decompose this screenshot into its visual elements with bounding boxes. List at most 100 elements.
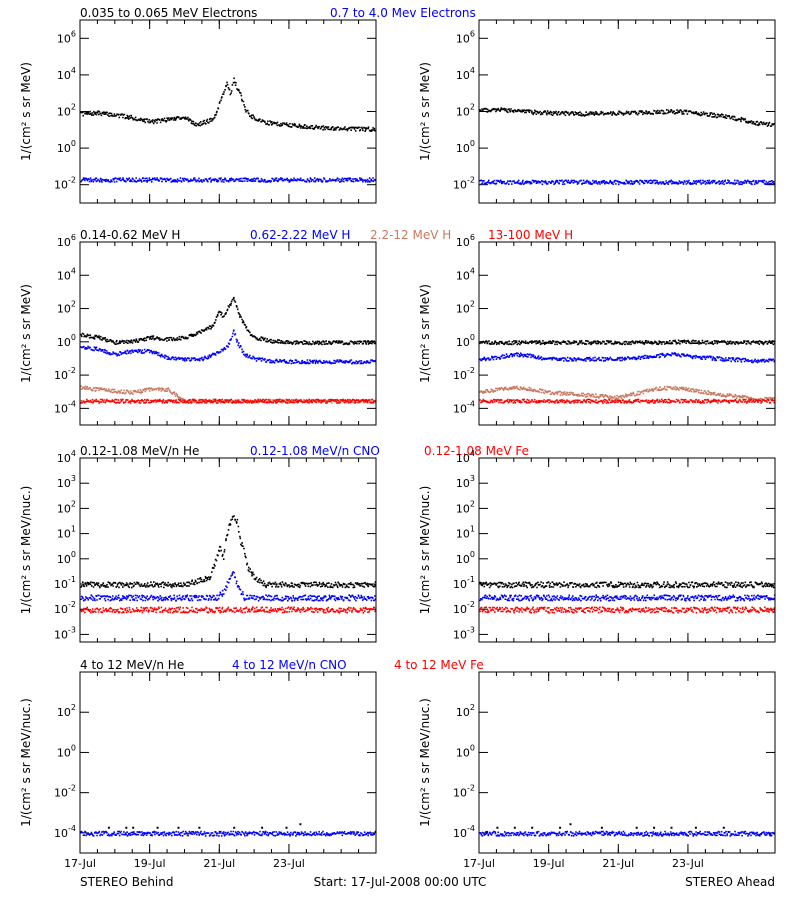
series-points-0 — [479, 581, 775, 589]
footer-right: STEREO Ahead — [685, 875, 775, 889]
y-axis-label: 1/(cm² s sr MeV) — [19, 284, 33, 383]
y-tick-label: 10-2 — [54, 176, 76, 192]
legend-entry: 4 to 12 MeV/n He — [80, 658, 184, 672]
series-layer — [479, 107, 775, 186]
series-points-1 — [479, 179, 775, 186]
y-tick-label: 104 — [456, 266, 475, 282]
series-points-0 — [80, 77, 376, 132]
legend-entry: 2.2-12 MeV H — [370, 228, 451, 242]
chart-panel-heavy-ions-high-ahead: 17-Jul 19-Jul 21-Jul 23-Jul 10-4 10-2 100 102 1/… — [418, 671, 776, 870]
y-tick-label: 102 — [456, 103, 475, 119]
plot-frame — [79, 241, 377, 426]
legend-entry: 13-100 MeV H — [488, 228, 573, 242]
legend-entry: 0.14-0.62 MeV H — [80, 228, 180, 242]
series-points-0 — [107, 823, 302, 829]
x-tick-label: 17-Jul — [64, 857, 96, 870]
y-tick-label: 102 — [57, 499, 76, 515]
series-points-1 — [479, 830, 775, 837]
series-layer — [80, 296, 376, 404]
y-tick-label: 10-2 — [453, 366, 475, 382]
y-tick-label: 102 — [57, 300, 76, 316]
y-axis-label: 1/(cm² s sr MeV) — [19, 62, 33, 161]
y-tick-label: 103 — [456, 474, 475, 490]
y-axis-label: 1/(cm² s sr MeV/nuc.) — [418, 486, 432, 615]
series-layer — [479, 581, 775, 614]
legend-entry: 0.12-1.08 MeV/n He — [80, 444, 199, 458]
series-points-0 — [479, 339, 775, 346]
legend-entry: 4 to 12 MeV/n CNO — [232, 658, 347, 672]
y-tick-label: 10-1 — [54, 575, 76, 591]
plot-frame — [478, 457, 776, 643]
y-tick-label: 104 — [57, 266, 76, 282]
y-tick-label: 104 — [57, 66, 76, 82]
footer-left: STEREO Behind — [80, 875, 174, 889]
y-tick-label: 10-2 — [54, 366, 76, 382]
series-points-2 — [479, 385, 775, 402]
y-tick-label: 10-2 — [453, 784, 475, 800]
chart-panel-electrons-ahead: 10-2 100 102 104 106 1/(cm² s sr MeV) — [418, 19, 776, 204]
series-points-0 — [80, 296, 376, 346]
y-tick-label: 100 — [456, 550, 475, 566]
y-tick-label: 104 — [456, 449, 475, 465]
y-tick-label: 10-4 — [54, 399, 76, 415]
series-points-1 — [80, 329, 376, 365]
y-tick-label: 10-2 — [453, 176, 475, 192]
series-points-1 — [80, 177, 376, 183]
x-tick-label: 19-Jul — [533, 857, 565, 870]
series-points-0 — [80, 515, 376, 589]
chart-panel-heavy-ions-low-ahead: 10-3 10-2 10-1 100 101 102 103 104 1/(cm² s sr M… — [418, 449, 776, 643]
legend-entry: 0.62-2.22 MeV H — [250, 228, 350, 242]
y-tick-label: 100 — [456, 139, 475, 155]
y-tick-label: 104 — [57, 449, 76, 465]
plot-frame — [79, 457, 377, 643]
x-tick-label: 23-Jul — [672, 857, 704, 870]
y-tick-label: 102 — [57, 703, 76, 719]
plot-grid: 10-2 100 102 104 106 1/(cm² s sr MeV) 0.035 to… — [19, 6, 776, 870]
legend-entry: 0.035 to 0.065 MeV Electrons — [80, 6, 257, 20]
y-tick-label: 106 — [456, 233, 475, 249]
y-tick-label: 102 — [456, 499, 475, 515]
y-tick-label: 10-4 — [453, 824, 475, 840]
series-layer — [80, 515, 376, 614]
plot-frame — [79, 671, 377, 854]
y-tick-label: 10-3 — [54, 625, 76, 641]
series-layer — [479, 823, 775, 837]
y-tick-label: 101 — [456, 525, 475, 541]
y-tick-label: 100 — [57, 743, 76, 759]
legend-entry: 4 to 12 MeV Fe — [394, 658, 484, 672]
y-tick-label: 10-4 — [54, 824, 76, 840]
y-tick-label: 106 — [57, 29, 76, 45]
y-axis-label: 1/(cm² s sr MeV/nuc.) — [19, 486, 33, 615]
series-points-0 — [496, 823, 725, 829]
x-tick-label: 21-Jul — [602, 857, 634, 870]
y-tick-label: 10-3 — [453, 625, 475, 641]
y-tick-label: 102 — [456, 703, 475, 719]
x-tick-label: 23-Jul — [273, 857, 305, 870]
plot-frame — [478, 241, 776, 426]
x-tick-label: 19-Jul — [134, 857, 166, 870]
y-axis-label: 1/(cm² s sr MeV/nuc.) — [418, 698, 432, 827]
y-axis-label: 1/(cm² s sr MeV/nuc.) — [19, 698, 33, 827]
plot-frame — [478, 19, 776, 204]
series-layer — [80, 823, 376, 837]
series-layer — [80, 77, 376, 183]
legend-entry: 0.12-1.08 MeV Fe — [424, 444, 529, 458]
y-tick-label: 100 — [456, 333, 475, 349]
plot-frame — [79, 19, 377, 204]
y-tick-label: 102 — [456, 300, 475, 316]
y-tick-label: 102 — [57, 103, 76, 119]
plot-frame — [478, 671, 776, 854]
legend-entry: 0.12-1.08 MeV/n CNO — [250, 444, 380, 458]
series-points-3 — [80, 398, 376, 404]
y-tick-label: 103 — [57, 474, 76, 490]
chart-panel-heavy-ions-low-behind: 10-3 10-2 10-1 100 101 102 103 104 1/(cm² s sr M… — [19, 444, 529, 643]
series-points-1 — [80, 571, 376, 602]
y-tick-label: 104 — [456, 66, 475, 82]
chart-panel-protons-ahead: 10-4 10-2 100 102 104 106 1/(cm² s sr MeV) — [418, 233, 776, 426]
y-tick-label: 100 — [57, 139, 76, 155]
y-tick-label: 100 — [57, 333, 76, 349]
y-tick-label: 10-2 — [453, 600, 475, 616]
series-points-1 — [80, 830, 376, 837]
y-tick-label: 106 — [456, 29, 475, 45]
